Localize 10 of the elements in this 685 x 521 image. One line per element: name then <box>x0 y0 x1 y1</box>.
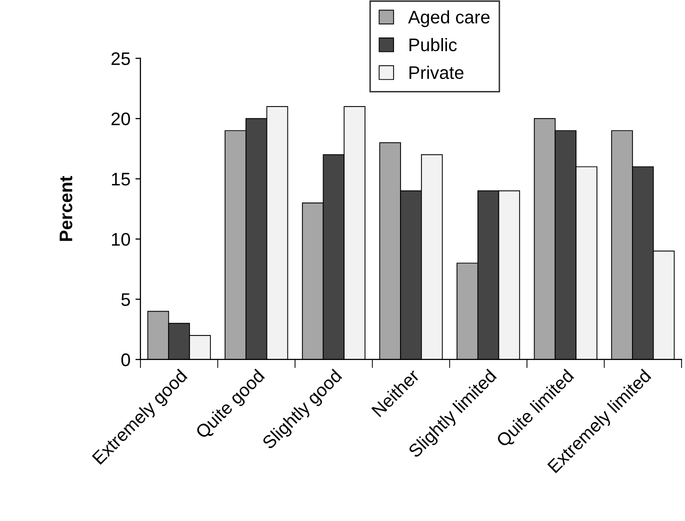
y-tick-label: 0 <box>121 353 130 366</box>
y-tick-label: 5 <box>121 293 130 306</box>
y-axis-title: Percent <box>60 176 72 241</box>
y-tick-label: 20 <box>112 112 130 126</box>
legend-label: Public <box>410 38 457 52</box>
legend-label: Private <box>410 66 464 80</box>
y-tick-label: 15 <box>112 172 130 186</box>
y-tick-label: 10 <box>112 232 130 246</box>
legend-label: Aged care <box>408 10 490 28</box>
y-tick-label: 25 <box>112 52 130 66</box>
